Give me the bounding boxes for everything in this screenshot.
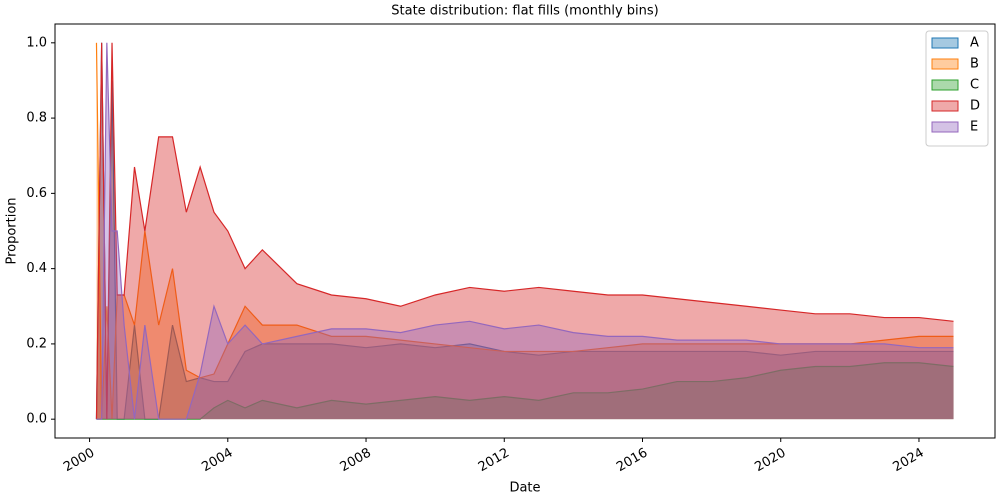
legend-label: A bbox=[970, 36, 979, 51]
x-tick-label: 2016 bbox=[614, 446, 650, 476]
y-tick-label: 0.0 bbox=[26, 412, 47, 427]
y-tick-label: 0.2 bbox=[26, 336, 47, 351]
legend-box bbox=[925, 30, 989, 147]
area-line bbox=[95, 42, 954, 420]
legend-swatch bbox=[931, 79, 959, 91]
chart-title: State distribution: flat fills (monthly … bbox=[391, 4, 659, 19]
area-fill bbox=[96, 42, 954, 420]
area-fill bbox=[96, 42, 954, 420]
legend-label: C bbox=[970, 78, 979, 93]
legend-swatch bbox=[931, 58, 959, 70]
x-tick-label: 2004 bbox=[199, 446, 235, 476]
legend-label: D bbox=[970, 99, 980, 114]
area-line bbox=[95, 42, 954, 420]
area-fill bbox=[96, 42, 954, 420]
legend-swatch bbox=[931, 121, 959, 133]
y-axis-label: Proportion bbox=[5, 197, 20, 264]
x-tick-label: 2008 bbox=[338, 446, 374, 476]
area-line bbox=[96, 42, 954, 420]
y-tick-label: 0.4 bbox=[26, 261, 47, 276]
y-tick-label: 0.6 bbox=[26, 186, 47, 201]
x-axis-label: Date bbox=[509, 481, 540, 496]
area-line bbox=[96, 362, 954, 420]
area-line bbox=[95, 42, 954, 420]
y-tick-label: 1.0 bbox=[26, 35, 47, 50]
y-tick-label: 0.8 bbox=[26, 111, 47, 126]
x-tick-label: 2000 bbox=[61, 446, 97, 476]
x-tick-label: 2024 bbox=[891, 446, 927, 476]
x-tick-label: 2020 bbox=[752, 446, 788, 476]
legend-swatch bbox=[931, 100, 959, 112]
legend-label: E bbox=[970, 120, 978, 135]
legend-label: B bbox=[970, 57, 979, 72]
plot-frame bbox=[54, 23, 996, 439]
x-tick-label: 2012 bbox=[476, 446, 512, 476]
area-fill bbox=[96, 42, 954, 420]
legend-swatch bbox=[931, 37, 959, 49]
